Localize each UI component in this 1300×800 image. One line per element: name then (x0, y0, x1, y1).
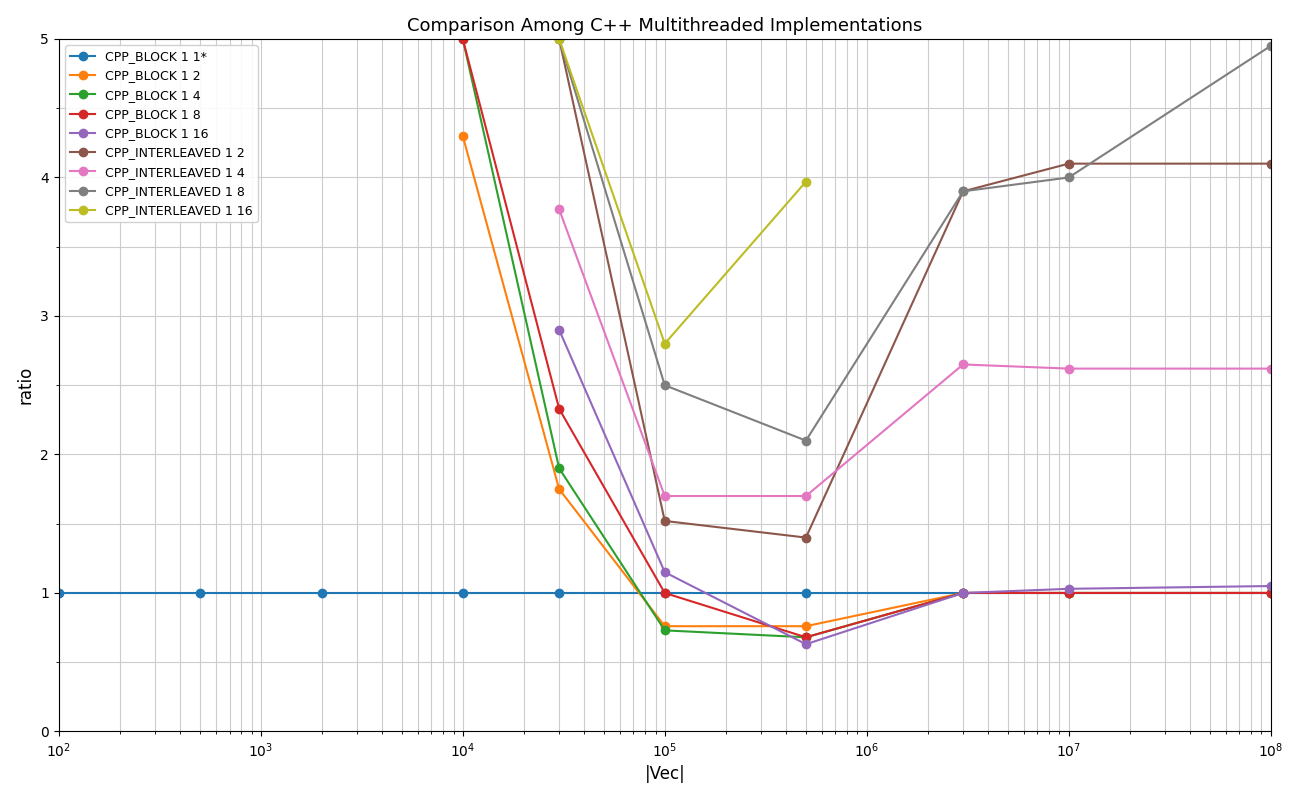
CPP_INTERLEAVED 1 8 (1262, 41, 1278, 50)
CPP_INTERLEAVED 1 2 (956, 186, 971, 196)
CPP_INTERLEAVED 1 4 (1262, 364, 1278, 374)
Legend: CPP_BLOCK 1 1*, CPP_BLOCK 1 2, CPP_BLOCK 1 4, CPP_BLOCK 1 8, CPP_BLOCK 1 16, CPP: CPP_BLOCK 1 1*, CPP_BLOCK 1 2, CPP_BLOCK… (65, 46, 257, 222)
CPP_BLOCK 1 8 (956, 588, 971, 598)
CPP_BLOCK 1 1* (656, 588, 672, 598)
Title: Comparison Among C++ Multithreaded Implementations: Comparison Among C++ Multithreaded Imple… (407, 17, 923, 34)
CPP_INTERLEAVED 1 8 (551, 34, 567, 44)
CPP_BLOCK 1 1* (313, 588, 329, 598)
CPP_BLOCK 1 1* (956, 588, 971, 598)
CPP_BLOCK 1 2 (956, 588, 971, 598)
Line: CPP_INTERLEAVED 1 16: CPP_INTERLEAVED 1 16 (555, 35, 810, 348)
Line: CPP_INTERLEAVED 1 2: CPP_INTERLEAVED 1 2 (555, 35, 1275, 542)
Line: CPP_BLOCK 1 16: CPP_BLOCK 1 16 (555, 326, 1275, 648)
Y-axis label: ratio: ratio (17, 366, 35, 404)
CPP_BLOCK 1 2 (1262, 588, 1278, 598)
CPP_BLOCK 1 16 (1262, 582, 1278, 591)
CPP_BLOCK 1 4 (1061, 588, 1076, 598)
CPP_INTERLEAVED 1 4 (1061, 364, 1076, 374)
CPP_BLOCK 1 1* (1061, 588, 1076, 598)
CPP_BLOCK 1 1* (192, 588, 208, 598)
CPP_BLOCK 1 16 (1061, 584, 1076, 594)
CPP_BLOCK 1 2 (1061, 588, 1076, 598)
CPP_BLOCK 1 4 (956, 588, 971, 598)
CPP_INTERLEAVED 1 8 (656, 381, 672, 390)
CPP_INTERLEAVED 1 16 (551, 34, 567, 44)
CPP_BLOCK 1 4 (798, 633, 814, 642)
Line: CPP_BLOCK 1 8: CPP_BLOCK 1 8 (459, 35, 1275, 642)
CPP_BLOCK 1 16 (656, 567, 672, 577)
CPP_BLOCK 1 1* (551, 588, 567, 598)
CPP_BLOCK 1 2 (656, 622, 672, 631)
CPP_INTERLEAVED 1 16 (798, 177, 814, 186)
CPP_BLOCK 1 16 (551, 325, 567, 334)
CPP_BLOCK 1 8 (1262, 588, 1278, 598)
CPP_BLOCK 1 1* (1262, 588, 1278, 598)
CPP_BLOCK 1 8 (656, 588, 672, 598)
CPP_BLOCK 1 4 (656, 626, 672, 635)
CPP_BLOCK 1 1* (51, 588, 66, 598)
CPP_BLOCK 1 8 (455, 34, 471, 44)
Line: CPP_BLOCK 1 4: CPP_BLOCK 1 4 (459, 35, 1275, 642)
Line: CPP_INTERLEAVED 1 4: CPP_INTERLEAVED 1 4 (555, 205, 1275, 500)
Line: CPP_BLOCK 1 1*: CPP_BLOCK 1 1* (55, 589, 1275, 597)
CPP_INTERLEAVED 1 2 (1061, 159, 1076, 169)
CPP_BLOCK 1 2 (798, 622, 814, 631)
CPP_INTERLEAVED 1 4 (656, 491, 672, 501)
CPP_BLOCK 1 8 (798, 633, 814, 642)
CPP_BLOCK 1 4 (551, 463, 567, 473)
CPP_BLOCK 1 16 (956, 588, 971, 598)
CPP_BLOCK 1 2 (551, 484, 567, 494)
CPP_BLOCK 1 8 (1061, 588, 1076, 598)
CPP_INTERLEAVED 1 2 (551, 34, 567, 44)
CPP_BLOCK 1 8 (551, 404, 567, 414)
CPP_BLOCK 1 4 (455, 34, 471, 44)
CPP_BLOCK 1 2 (455, 131, 471, 141)
CPP_BLOCK 1 16 (798, 639, 814, 649)
CPP_INTERLEAVED 1 4 (798, 491, 814, 501)
CPP_INTERLEAVED 1 16 (656, 339, 672, 349)
CPP_BLOCK 1 1* (798, 588, 814, 598)
CPP_INTERLEAVED 1 8 (956, 186, 971, 196)
CPP_INTERLEAVED 1 8 (1061, 173, 1076, 182)
CPP_INTERLEAVED 1 4 (551, 205, 567, 214)
CPP_INTERLEAVED 1 8 (798, 436, 814, 446)
Line: CPP_INTERLEAVED 1 8: CPP_INTERLEAVED 1 8 (555, 35, 1275, 445)
CPP_BLOCK 1 4 (1262, 588, 1278, 598)
X-axis label: |Vec|: |Vec| (645, 766, 685, 783)
CPP_BLOCK 1 1* (455, 588, 471, 598)
CPP_INTERLEAVED 1 2 (1262, 159, 1278, 169)
Line: CPP_BLOCK 1 2: CPP_BLOCK 1 2 (459, 132, 1275, 630)
CPP_INTERLEAVED 1 4 (956, 360, 971, 370)
CPP_INTERLEAVED 1 2 (798, 533, 814, 542)
CPP_INTERLEAVED 1 2 (656, 516, 672, 526)
